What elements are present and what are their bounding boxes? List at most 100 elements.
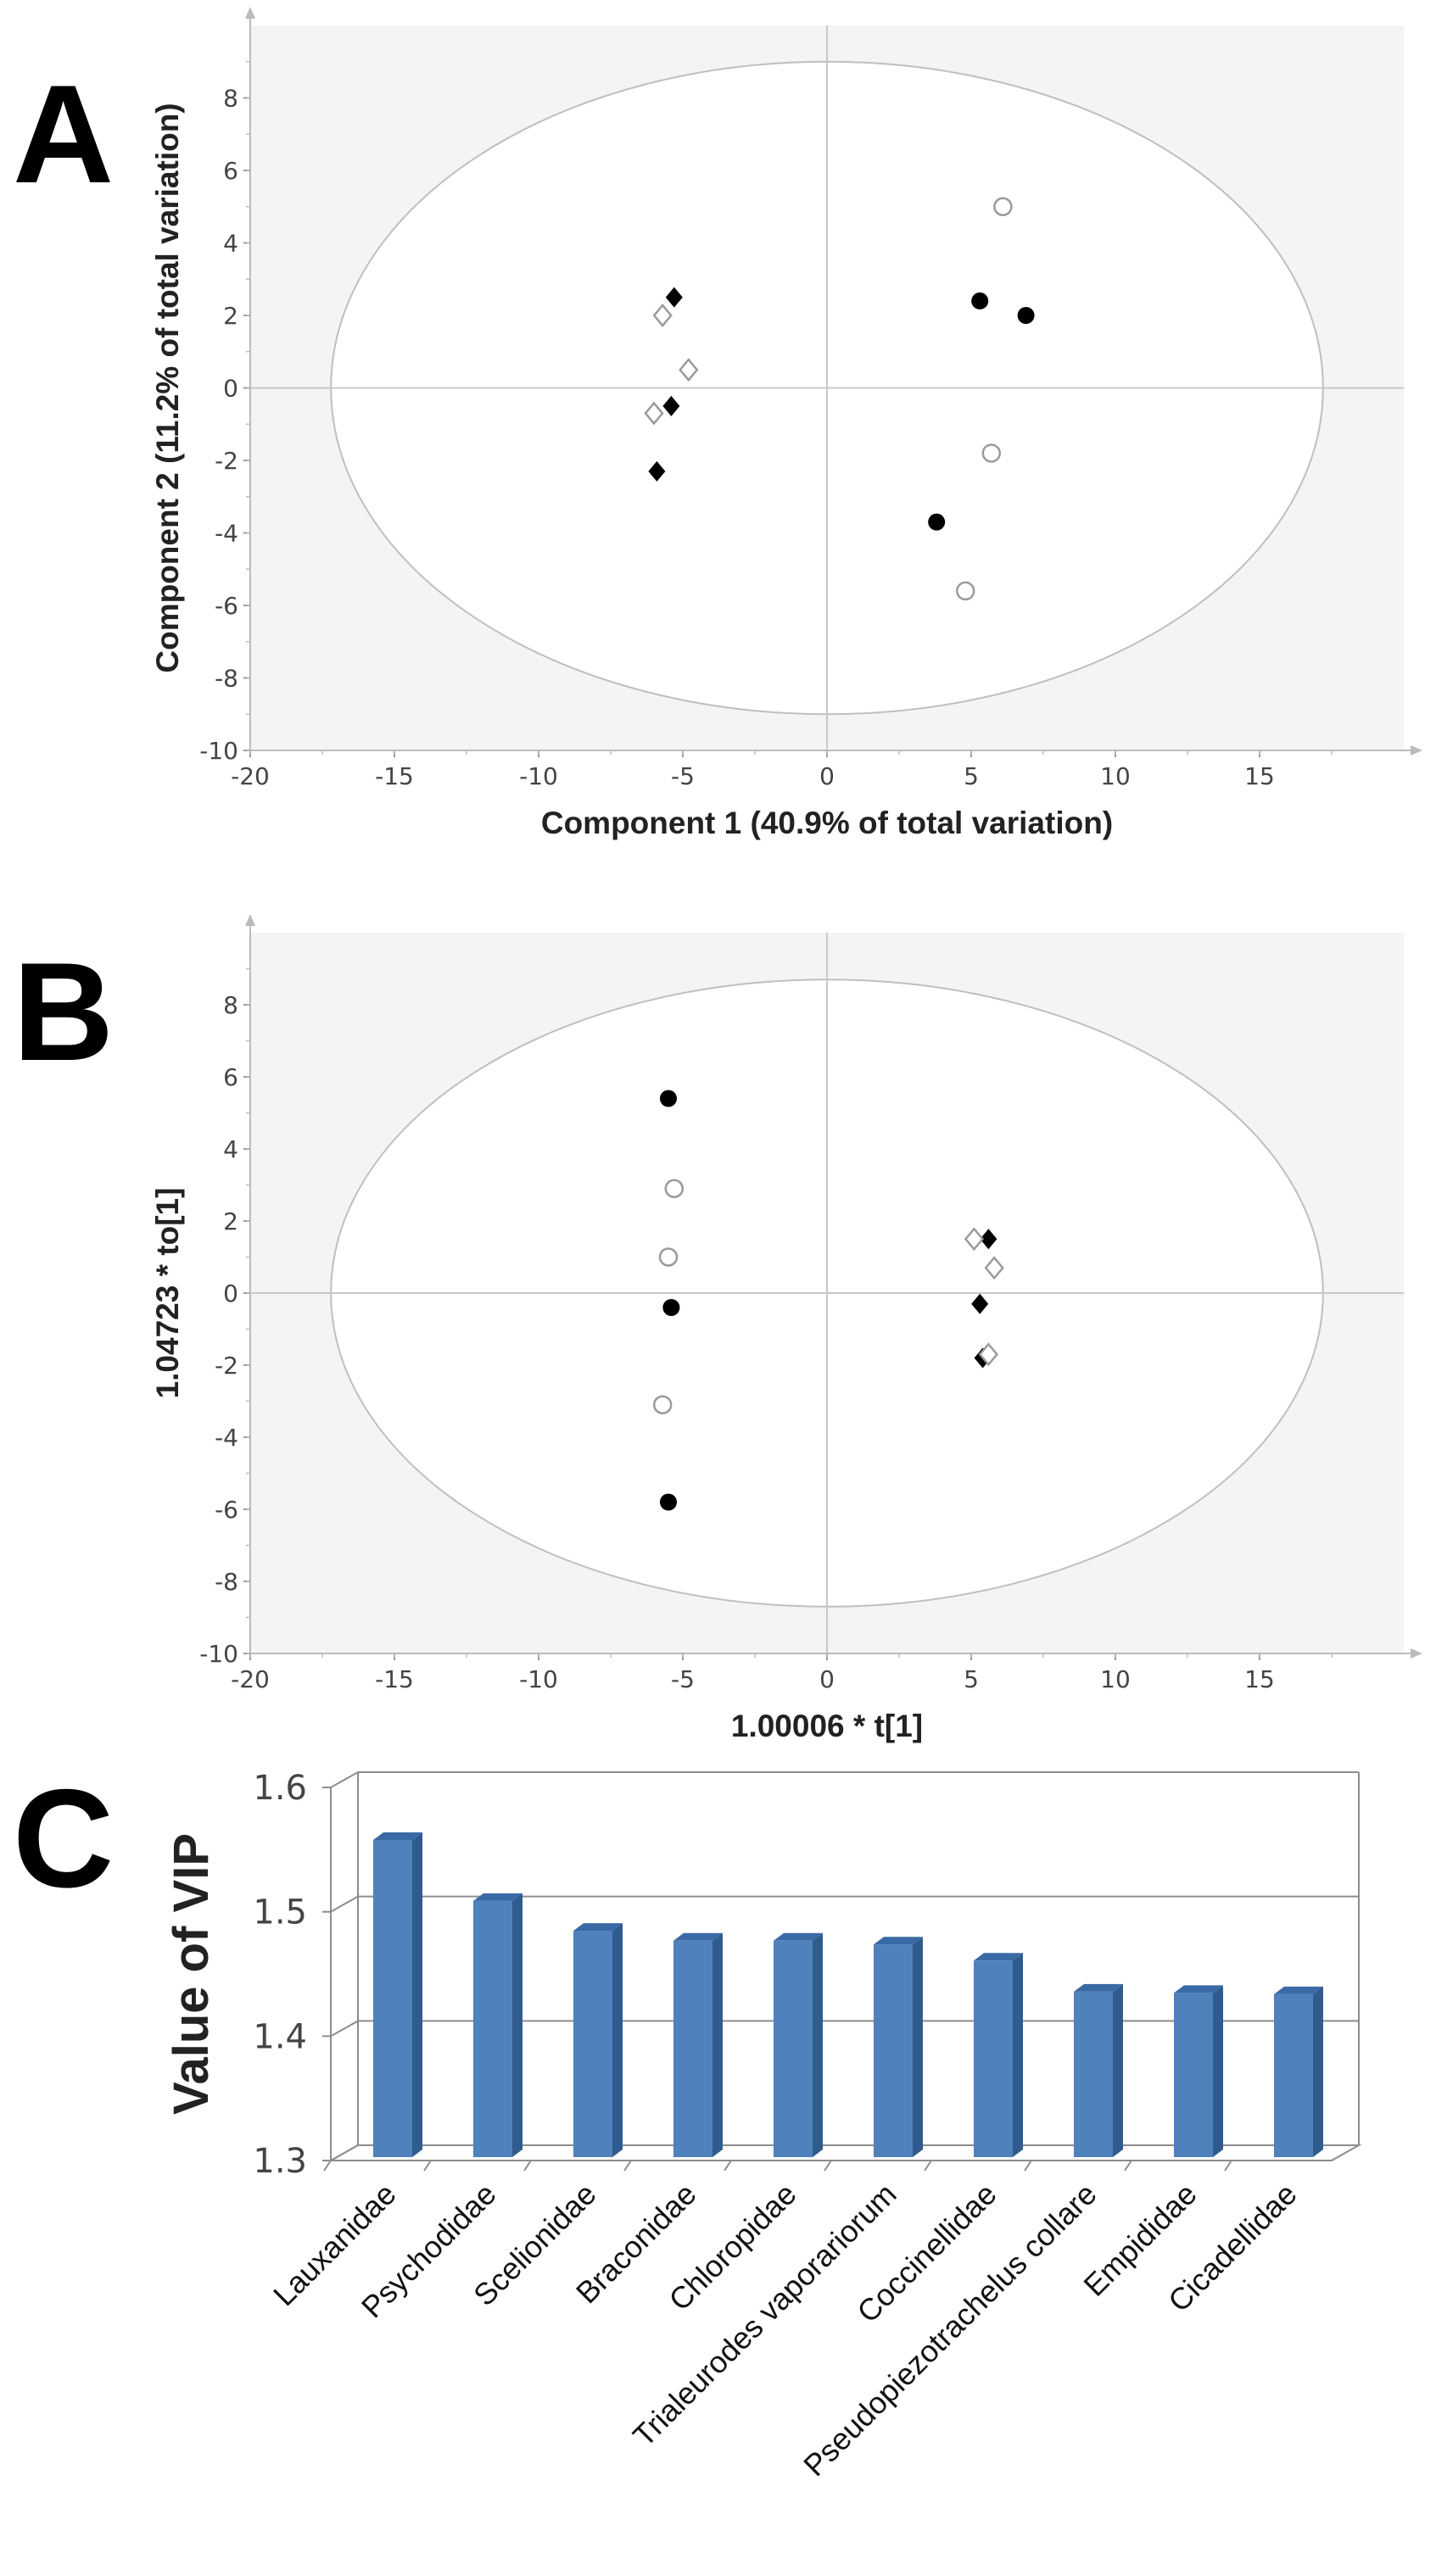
x-tick-label: 5 xyxy=(964,762,979,790)
y-tick-label: 0 xyxy=(223,375,238,403)
bar-top xyxy=(573,1923,623,1932)
x-tick-label: -20 xyxy=(231,1665,270,1693)
bar-side xyxy=(612,1923,623,2157)
x-tick-mark xyxy=(1124,2160,1132,2172)
bar-top xyxy=(1174,1985,1223,1993)
gridline-side xyxy=(330,2144,359,2161)
y-tick-label: 1.3 xyxy=(253,2142,307,2181)
y-tick-label: -8 xyxy=(215,665,238,693)
y-tick-label: 8 xyxy=(223,991,238,1019)
x-tick-label: 15 xyxy=(1244,1665,1275,1693)
bar xyxy=(974,1960,1013,2157)
panel-letter-a: A xyxy=(13,56,114,212)
y-tick-label: 1.5 xyxy=(253,1893,307,1932)
panel-letter-c: C xyxy=(13,1760,114,1916)
bar-side xyxy=(712,1932,723,2157)
bar xyxy=(1074,1991,1113,2157)
data-point-filled-diamond xyxy=(971,1293,989,1314)
x-tick-mark xyxy=(1024,2160,1032,2172)
bar xyxy=(774,1940,813,2157)
data-point-hollow-circle xyxy=(658,1247,679,1267)
y-axis-title: 1.04723 * to[1] xyxy=(150,1188,185,1399)
x-tick-label: -10 xyxy=(519,762,558,790)
y-tick-label: -10 xyxy=(199,1640,238,1668)
bar-top xyxy=(473,1893,522,1901)
y-tick-label: 6 xyxy=(223,157,238,185)
y-tick-label: 8 xyxy=(223,85,238,113)
y-tick-label: 4 xyxy=(223,230,238,258)
bar-side xyxy=(412,1832,422,2157)
y-tick-label: -2 xyxy=(215,447,238,475)
data-point-hollow-circle xyxy=(955,581,975,601)
panel-letter-b: B xyxy=(13,934,114,1090)
bar-top xyxy=(1074,1983,1123,1992)
bar xyxy=(1274,1993,1313,2157)
bar xyxy=(1174,1993,1213,2157)
data-point-filled-circle xyxy=(660,1090,677,1107)
x-tick-label: 5 xyxy=(964,1665,979,1693)
data-point-filled-circle xyxy=(971,292,989,309)
bar-side xyxy=(813,1932,823,2157)
y-axis-title: Component 2 (11.2% of total variation) xyxy=(150,103,185,672)
y-tick-label: 2 xyxy=(223,1207,238,1235)
data-point-filled-circle xyxy=(662,1299,680,1316)
bar-top xyxy=(1274,1986,1323,1994)
x-axis-arrow xyxy=(1411,1648,1422,1659)
bar-side xyxy=(1313,1986,1323,2157)
bar-side xyxy=(1113,1983,1123,2157)
x-tick-mark xyxy=(1224,2160,1232,2172)
y-tick-label: 0 xyxy=(223,1280,238,1308)
y-tick-label: -6 xyxy=(215,592,238,620)
data-point-hollow-diamond xyxy=(644,401,664,426)
y-axis-arrow xyxy=(245,7,255,19)
data-point-hollow-diamond xyxy=(652,304,673,327)
gridline-side xyxy=(330,2020,359,2038)
scatter-plot-a: -20 -15 -10 -5 0 5 10 15-10-8-6-4-202468Compone… xyxy=(150,7,1422,840)
bar-top xyxy=(673,1932,723,1941)
x-axis-title: Component 1 (40.9% of total variation) xyxy=(541,806,1113,840)
x-tick-label: -10 xyxy=(519,1665,558,1693)
x-tick-label: 15 xyxy=(1244,762,1275,790)
x-tick-label: -15 xyxy=(375,762,414,790)
x-axis-arrow xyxy=(1411,745,1422,756)
bar-side xyxy=(512,1893,522,2157)
x-tick-mark xyxy=(924,2160,932,2172)
data-point-hollow-diamond xyxy=(978,1342,999,1367)
x-tick-mark xyxy=(623,2160,632,2172)
y-tick-label: 6 xyxy=(223,1063,238,1091)
scatter-plot-b: -20 -15 -10 -5 0 5 10 15-10-8-6-4-2024681.00006… xyxy=(150,914,1422,1743)
data-point-filled-circle xyxy=(1017,307,1035,324)
bar-side xyxy=(1013,1953,1023,2157)
bar-top xyxy=(373,1832,422,1840)
data-point-hollow-diamond xyxy=(679,358,699,382)
data-point-filled-diamond xyxy=(648,460,666,482)
bar xyxy=(473,1900,512,2157)
x-tick-mark xyxy=(423,2160,432,2172)
y-tick-label: -4 xyxy=(215,1424,238,1452)
x-tick-mark xyxy=(323,2160,332,2172)
x-tick-label: 10 xyxy=(1100,762,1131,790)
bar xyxy=(573,1931,612,2157)
y-axis-title: Value of VIP xyxy=(164,1833,219,2115)
y-tick-label: -4 xyxy=(215,520,238,548)
data-point-hollow-circle xyxy=(993,197,1013,216)
x-axis-title: 1.00006 * t[1] xyxy=(731,1709,923,1743)
x-tick-label: 0 xyxy=(819,762,835,790)
data-point-filled-diamond xyxy=(665,287,683,308)
y-tick-label: 1.4 xyxy=(253,2017,307,2056)
x-tick-label: -5 xyxy=(671,1665,695,1693)
x-tick-label: -15 xyxy=(375,1665,414,1693)
data-point-hollow-diamond xyxy=(964,1227,985,1252)
data-point-hollow-circle xyxy=(664,1179,684,1198)
bar xyxy=(874,1944,913,2157)
bar xyxy=(373,1840,412,2157)
data-point-filled-circle xyxy=(928,513,946,531)
bar-top xyxy=(774,1932,823,1941)
data-point-filled-circle xyxy=(660,1493,677,1511)
x-tick-label: -20 xyxy=(231,762,270,790)
data-point-hollow-circle xyxy=(981,443,1002,463)
y-tick-label: -2 xyxy=(215,1352,238,1380)
data-point-hollow-diamond xyxy=(984,1256,1004,1280)
